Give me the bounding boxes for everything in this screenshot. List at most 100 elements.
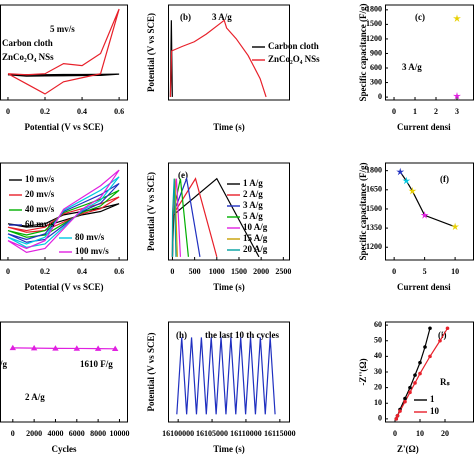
y-tick-label: 1800 — [366, 5, 382, 14]
data-point — [408, 385, 412, 390]
data-point — [73, 345, 80, 351]
y-axis-label: Potential (V vs SCE) — [146, 13, 156, 92]
y-tick-label: 10 — [374, 398, 382, 407]
data-point — [408, 186, 417, 195]
x-tick-label: 0.4 — [77, 267, 87, 276]
series-line — [7, 176, 120, 248]
panel-label: (b) — [180, 12, 191, 22]
x-axis-label: Time (s) — [213, 122, 245, 132]
data-point — [408, 390, 412, 395]
annotation: 3 A/g — [402, 62, 422, 72]
panel: 0 5 10 1200 1350 1500 1650 1800 Current densi Spe… — [358, 162, 474, 292]
y-tick-label: 1200 — [366, 242, 382, 251]
plot-frame — [168, 4, 290, 101]
legend-label: 10 A/g — [243, 222, 268, 232]
data-point — [418, 371, 422, 376]
data-point — [453, 14, 461, 22]
legend-label: 15 A/g — [243, 233, 268, 243]
x-tick-label: 0.2 — [40, 107, 50, 116]
x-tick-label: 0 — [11, 429, 15, 438]
legend-label: 2 A/g — [243, 189, 263, 199]
data-point — [94, 345, 102, 351]
data-point — [9, 344, 16, 351]
legend-label: 3 A/g — [243, 200, 263, 210]
legend-label: Carbon cloth — [2, 38, 53, 48]
panel-label: (e) — [178, 170, 188, 180]
series-line — [176, 337, 276, 415]
y-tick-label: 0 — [378, 414, 382, 423]
data-point — [428, 354, 432, 359]
x-axis-label: Z'(Ω) — [397, 444, 419, 454]
y-axis-label: Potential (V vs SCE) — [146, 172, 156, 251]
series-line — [169, 19, 267, 98]
data-point — [395, 413, 400, 418]
plot-frame — [385, 4, 474, 101]
x-tick-label: 0 — [393, 429, 397, 438]
series-line — [171, 177, 218, 258]
x-tick-label: 2000 — [26, 429, 42, 438]
data-point — [394, 417, 399, 421]
plot-frame — [168, 321, 290, 423]
series-line — [7, 203, 120, 228]
y-axis-label: -Z''(Ω) — [358, 358, 368, 385]
y-tick-label: 300 — [370, 77, 382, 86]
x-tick-label: 1000 — [209, 267, 225, 276]
x-axis-label: Current densi — [397, 282, 451, 292]
legend-label: 20 A/g — [243, 244, 268, 254]
annotation: 2 A/g — [25, 392, 45, 402]
x-tick-label: 10000 — [109, 429, 129, 438]
legend-label: 1 A/g — [243, 178, 263, 188]
data-point — [420, 211, 429, 219]
legend-label: 60 mv/s — [25, 219, 55, 229]
y-tick-label: 50 — [374, 336, 382, 345]
panel-label: (h) — [176, 330, 187, 340]
data-point — [30, 344, 38, 351]
series-line — [7, 73, 120, 77]
panel: 0 2000 4000 6000 8000 10000 Cycles/g 1610 F/g 2 … — [0, 321, 129, 454]
x-tick-label: 0.6 — [114, 107, 124, 116]
data-point — [413, 381, 417, 385]
x-axis-label: Cycles — [52, 444, 77, 454]
data-point — [403, 396, 407, 401]
data-point — [112, 345, 119, 352]
series-line — [7, 169, 120, 253]
panel: 0 0.2 0.4 0.6 Potential (V vs SCE) 5 mv/s Carb… — [0, 4, 128, 132]
x-tick-label: 10 — [451, 267, 459, 276]
legend-label: 20 mv/s — [25, 189, 55, 199]
data-point — [413, 373, 417, 377]
series-line — [395, 327, 449, 420]
x-tick-label: 2500 — [275, 267, 291, 276]
data-point — [423, 345, 427, 349]
y-tick-label: 40 — [374, 351, 382, 360]
legend-label: 80 mv/s — [75, 232, 105, 242]
panel: 16100000 16105000 16110000 16115000 Time (s)… — [146, 321, 296, 454]
y-tick-label: 1650 — [366, 185, 382, 194]
y-axis-label: Potential (V vs SCE) — [146, 332, 156, 411]
y-tick-label: 60 — [374, 320, 382, 329]
panel: 0 1 2 3 0 300 600 900 1200 1500 1800 Current densi S… — [358, 4, 474, 132]
panel-label: (f) — [440, 174, 449, 184]
x-tick-label: 5 — [423, 267, 427, 276]
y-tick-label: 20 — [374, 382, 382, 391]
data-point — [52, 345, 59, 351]
panel-label: (i) — [438, 330, 447, 340]
y-tick-label: 900 — [370, 48, 382, 57]
data-point — [418, 360, 422, 365]
x-tick-label: 8000 — [90, 429, 106, 438]
x-tick-label: 1500 — [231, 267, 247, 276]
panel: 0 500 1000 1500 2000 2500 Time (s) Potential (V… — [146, 162, 291, 292]
x-tick-label: 0 — [392, 107, 396, 116]
y-tick-label: 1200 — [366, 34, 382, 43]
x-tick-label: 20 — [441, 429, 449, 438]
legend-label: 5 A/g — [243, 211, 263, 221]
annotation: 1610 F/g — [80, 359, 113, 369]
legend-label: 100 mv/s — [75, 246, 109, 256]
y-axis-label: Specific capacitance (F/g) — [358, 4, 368, 102]
x-tick-label: 0 — [6, 107, 10, 116]
plot-frame — [0, 162, 128, 261]
x-tick-label: 0.2 — [40, 267, 50, 276]
x-axis-label: Potential (V vs SCE) — [24, 282, 103, 292]
y-tick-label: 1350 — [366, 223, 382, 232]
legend-label: 10 mv/s — [25, 174, 55, 184]
